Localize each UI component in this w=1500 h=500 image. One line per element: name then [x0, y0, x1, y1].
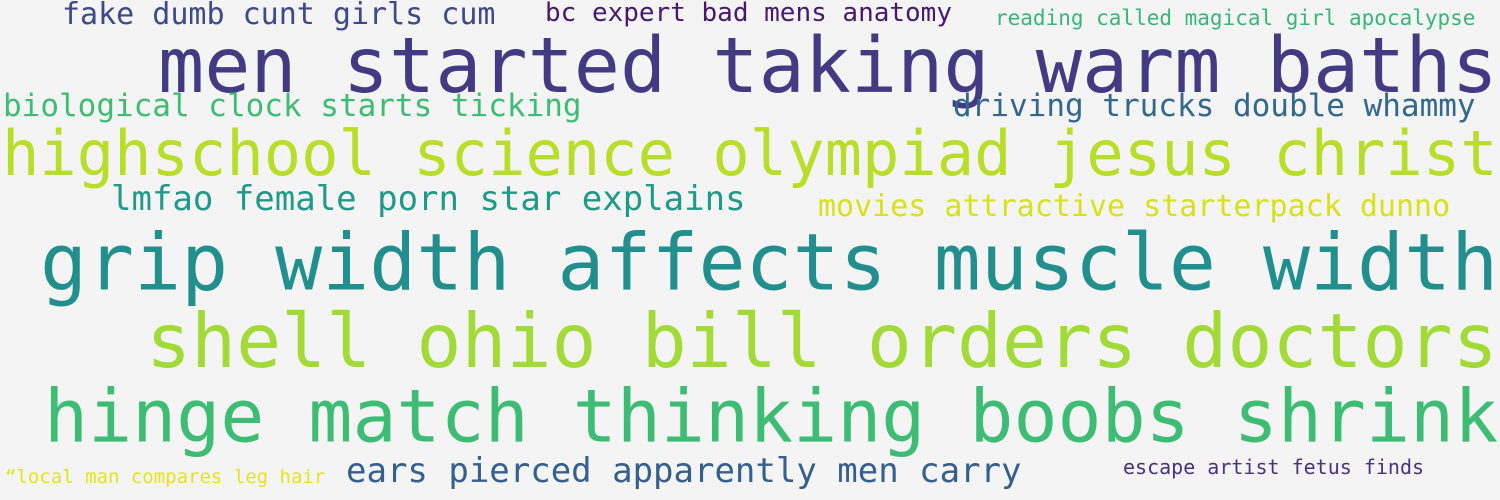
word-grip-width-affects-muscle-width: grip width affects muscle width: [40, 217, 1499, 308]
word-shell-ohio-bill-orders-doctors: shell ohio bill orders doctors: [146, 297, 1498, 385]
word-local-man-compares-leg-hair: “local man compares leg hair: [5, 466, 326, 488]
word-movies-attractive-starterpack-dunno: movies attractive starterpack dunno: [818, 189, 1451, 224]
word-bc-expert-bad-mens-anatomy: bc expert bad mens anatomy: [545, 0, 952, 28]
word-driving-trucks-double-whammy: driving trucks double whammy: [953, 88, 1476, 124]
word-highschool-science-olympiad-jesus-christ: highschool science olympiad jesus christ: [2, 118, 1498, 191]
word-reading-called-magical-girl-apocalypse: reading called magical girl apocalypse: [995, 6, 1476, 30]
word-lmfao-female-porn-star-explains: lmfao female porn star explains: [111, 179, 746, 219]
word-escape-artist-fetus-finds: escape artist fetus finds: [1123, 455, 1425, 479]
word-ears-pierced-apparently-men-carry: ears pierced apparently men carry: [346, 451, 1022, 491]
word-men-started-taking-warm-baths: men started taking warm baths: [158, 22, 1498, 111]
word-fake-dumb-cunt-girls-cum: fake dumb cunt girls cum: [62, 0, 496, 32]
word-hinge-match-thinking-boobs-shrink: hinge match thinking boobs shrink: [44, 374, 1499, 460]
word-biological-clock-starts-ticking: biological clock starts ticking: [3, 88, 582, 124]
